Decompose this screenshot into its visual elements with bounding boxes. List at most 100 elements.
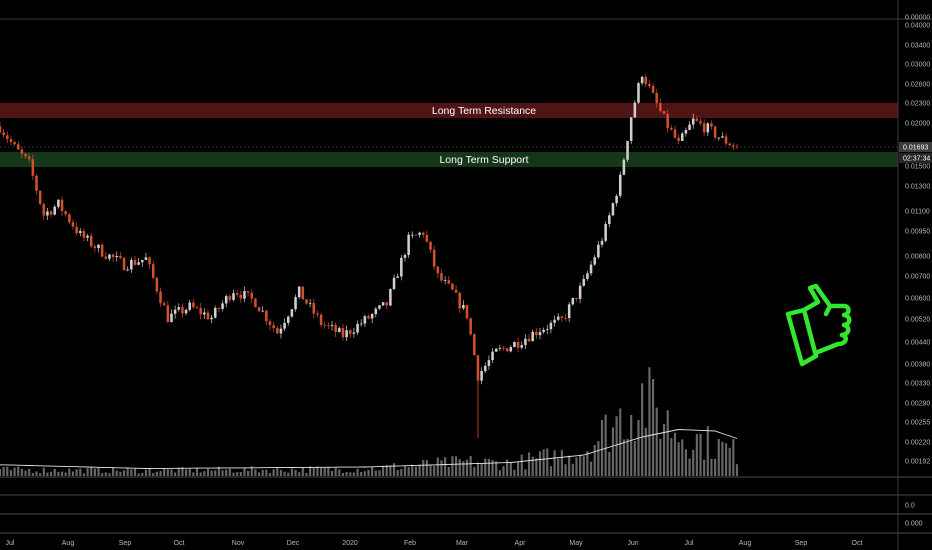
candle-body xyxy=(330,325,334,326)
candle-body xyxy=(159,291,162,304)
resistance-label: Long Term Resistance xyxy=(432,105,536,117)
candle-body xyxy=(334,325,337,333)
candle-body xyxy=(531,331,534,342)
candle-body xyxy=(597,244,600,258)
volume-bar xyxy=(35,471,38,476)
volume-bar xyxy=(374,470,377,476)
candle-body xyxy=(173,309,177,314)
volume-bar xyxy=(717,438,720,476)
volume-bar xyxy=(633,441,636,476)
candle-body xyxy=(279,328,283,334)
volume-bar xyxy=(509,462,512,476)
volume-bar xyxy=(422,460,425,476)
volume-bar xyxy=(728,447,731,476)
candle-body xyxy=(608,215,611,225)
volume-bar xyxy=(692,449,695,476)
thumbs-up-icon xyxy=(785,283,852,367)
volume-bar xyxy=(586,451,589,476)
volume-bar xyxy=(484,458,487,476)
candle-body xyxy=(370,314,374,319)
candle-body xyxy=(246,291,250,293)
candle-body xyxy=(681,133,684,141)
volume-bar xyxy=(257,472,261,476)
price-tick-label: 0.00520 xyxy=(905,317,930,324)
volume-bar xyxy=(39,473,42,476)
candle-body xyxy=(316,313,319,315)
volume-bar xyxy=(681,439,684,476)
candle-body xyxy=(586,273,589,279)
candle-body xyxy=(6,135,9,140)
volume-bar xyxy=(626,438,629,476)
resistance-zone[interactable] xyxy=(0,103,898,118)
volume-bar xyxy=(294,469,297,476)
candle-body xyxy=(82,231,86,238)
volume-bar xyxy=(597,441,600,476)
indicator-tick-label: 0.000 xyxy=(905,521,923,528)
volume-bar xyxy=(615,416,618,476)
indicator-axis: 0.0 0.000 xyxy=(905,503,923,528)
candle-body xyxy=(520,345,524,348)
candle-body xyxy=(629,117,633,141)
volume-bar xyxy=(75,469,78,476)
candle-body xyxy=(0,126,2,133)
candle-body xyxy=(411,234,414,236)
volume-bar xyxy=(206,468,210,476)
candle-body xyxy=(86,235,89,238)
time-tick-label: May xyxy=(569,540,583,547)
candle-body xyxy=(166,305,170,323)
candle-body xyxy=(582,278,586,286)
volume-bar xyxy=(571,463,574,476)
candle-body xyxy=(308,302,312,304)
volume-bar xyxy=(458,459,461,476)
candle-body xyxy=(78,231,82,234)
volume-bar xyxy=(82,473,86,476)
candle-body xyxy=(702,123,706,133)
candle-body xyxy=(367,316,370,319)
volume-bar xyxy=(414,466,418,476)
candle-body xyxy=(604,224,607,241)
candle-body xyxy=(297,286,301,298)
support-zone[interactable] xyxy=(0,152,898,167)
volume-bar xyxy=(579,455,582,476)
candle-body xyxy=(2,132,5,136)
volume-bar xyxy=(568,455,571,476)
candle-body xyxy=(706,123,710,133)
time-tick-label: Nov xyxy=(232,540,245,547)
price-tick-label: 0.03400 xyxy=(905,43,930,50)
time-axis[interactable]: Jul Aug Sep Oct Nov Dec 2020 Feb Mar Apr May Jun Jul… xyxy=(6,540,863,547)
volume-bar xyxy=(411,464,414,476)
price-tick-label: 0.00600 xyxy=(905,296,930,303)
volume-bar xyxy=(396,470,399,476)
volume-bar xyxy=(312,467,315,476)
volume-bar xyxy=(662,423,666,476)
candle-body xyxy=(192,302,195,308)
candle-body xyxy=(272,325,275,329)
candle-body xyxy=(593,257,596,265)
candle-body xyxy=(24,153,27,157)
candle-body xyxy=(13,141,16,145)
candle-body xyxy=(414,234,418,236)
candle-body xyxy=(210,317,213,320)
volume-bar xyxy=(363,471,366,476)
candle-body xyxy=(170,313,173,323)
volume-bar xyxy=(272,469,275,476)
candle-body xyxy=(483,365,487,372)
volume-bar xyxy=(141,472,144,476)
candle-body xyxy=(611,203,615,216)
volume-bar xyxy=(407,467,410,476)
volume-bar xyxy=(254,469,257,476)
candle-body xyxy=(323,325,326,326)
candle-body xyxy=(560,316,564,319)
candle-body xyxy=(111,254,115,258)
candle-body xyxy=(257,307,261,312)
volume-bar xyxy=(498,470,501,476)
candle-body xyxy=(429,241,432,250)
candle-body xyxy=(640,76,644,84)
candle-body xyxy=(717,137,721,139)
candle-body xyxy=(721,136,724,138)
volume-bar xyxy=(279,470,283,476)
volume-bar xyxy=(130,469,133,476)
